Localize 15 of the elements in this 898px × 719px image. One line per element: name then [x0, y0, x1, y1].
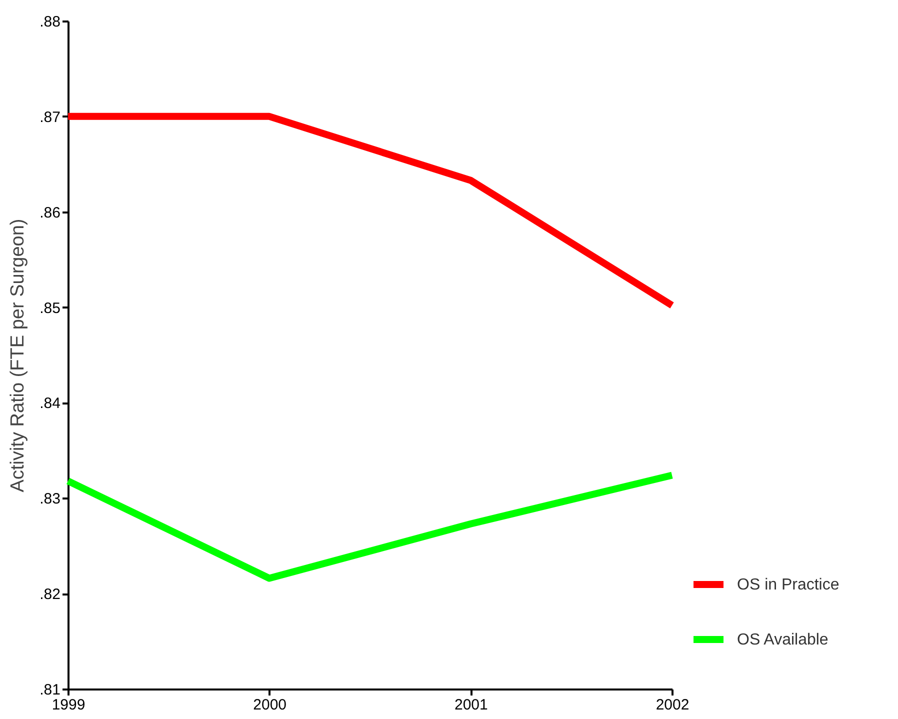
legend-label: OS Available [737, 632, 828, 648]
x-tick-label: 2000 [253, 696, 287, 714]
y-tick-label: .88 [40, 14, 60, 30]
y-tick-label: .86 [40, 204, 60, 222]
x-tick-label: 1999 [52, 696, 86, 714]
y-tick-label: .81 [40, 682, 60, 698]
y-tick-label: .84 [40, 395, 60, 412]
y-axis-title: Activity Ratio (FTE per Surgeon) [8, 218, 29, 492]
y-tick-label: .83 [40, 490, 60, 508]
legend-label: OS in Practice [737, 576, 840, 594]
y-tick-label: .87 [40, 108, 60, 126]
y-tick-label: .85 [40, 300, 60, 317]
x-tick-label: 2001 [454, 696, 488, 714]
y-tick-label: .82 [40, 586, 60, 604]
x-tick-label: 2002 [656, 696, 690, 714]
